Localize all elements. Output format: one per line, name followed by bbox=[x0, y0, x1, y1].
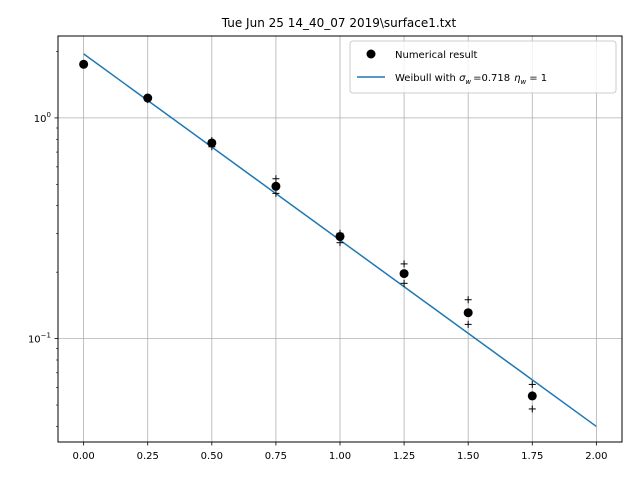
x-tick-label: 0.25 bbox=[137, 451, 159, 462]
legend-marker-numerical bbox=[366, 49, 376, 59]
legend-label-weibull: Weibull with σw =0.718 ηw = 1 bbox=[395, 73, 547, 86]
data-point bbox=[335, 232, 345, 242]
legend-eta-symbol: η bbox=[514, 73, 520, 84]
x-tick-label: 1.25 bbox=[393, 451, 415, 462]
x-tick-labels: 0.00 0.25 0.50 0.75 1.00 1.25 1.50 1.75 2.00 bbox=[73, 451, 608, 462]
x-tick-label: 0.75 bbox=[265, 451, 287, 462]
legend: Numerical result Weibull with σw =0.718 ηw… bbox=[349, 40, 617, 94]
legend-weibull-prefix: Weibull with bbox=[395, 73, 459, 84]
x-tick-label: 2.00 bbox=[585, 451, 607, 462]
legend-eta-subscript: w bbox=[521, 78, 527, 86]
plot-frame bbox=[57, 35, 623, 443]
x-tick-label: 0.50 bbox=[201, 451, 223, 462]
legend-label-numerical: Numerical result bbox=[395, 50, 478, 61]
y-tick-label: 100 bbox=[34, 111, 51, 125]
axis-ticks bbox=[54, 51, 597, 446]
legend-box bbox=[349, 40, 617, 94]
data-point bbox=[527, 391, 537, 401]
x-tick-label: 1.00 bbox=[329, 451, 351, 462]
legend-sigma-subscript: w bbox=[465, 78, 471, 86]
x-tick-label: 0.00 bbox=[73, 451, 95, 462]
data-point bbox=[79, 59, 89, 69]
data-point bbox=[143, 93, 153, 103]
x-tick-label: 1.50 bbox=[457, 451, 479, 462]
data-point bbox=[271, 181, 281, 191]
data-point bbox=[207, 138, 217, 148]
data-point bbox=[463, 308, 473, 318]
chart-title: Tue Jun 25 14_40_07 2019\surface1.txt bbox=[221, 16, 457, 30]
data-point bbox=[399, 269, 409, 279]
legend-eta-value: = 1 bbox=[529, 73, 547, 84]
x-tick-label: 1.75 bbox=[521, 451, 543, 462]
numerical-result-series bbox=[79, 59, 537, 413]
y-tick-label: 10−1 bbox=[28, 332, 51, 346]
y-tick-labels: 10−1 100 bbox=[28, 111, 51, 346]
legend-sigma-value: =0.718 bbox=[473, 73, 510, 84]
legend-sigma-symbol: σ bbox=[459, 73, 466, 84]
